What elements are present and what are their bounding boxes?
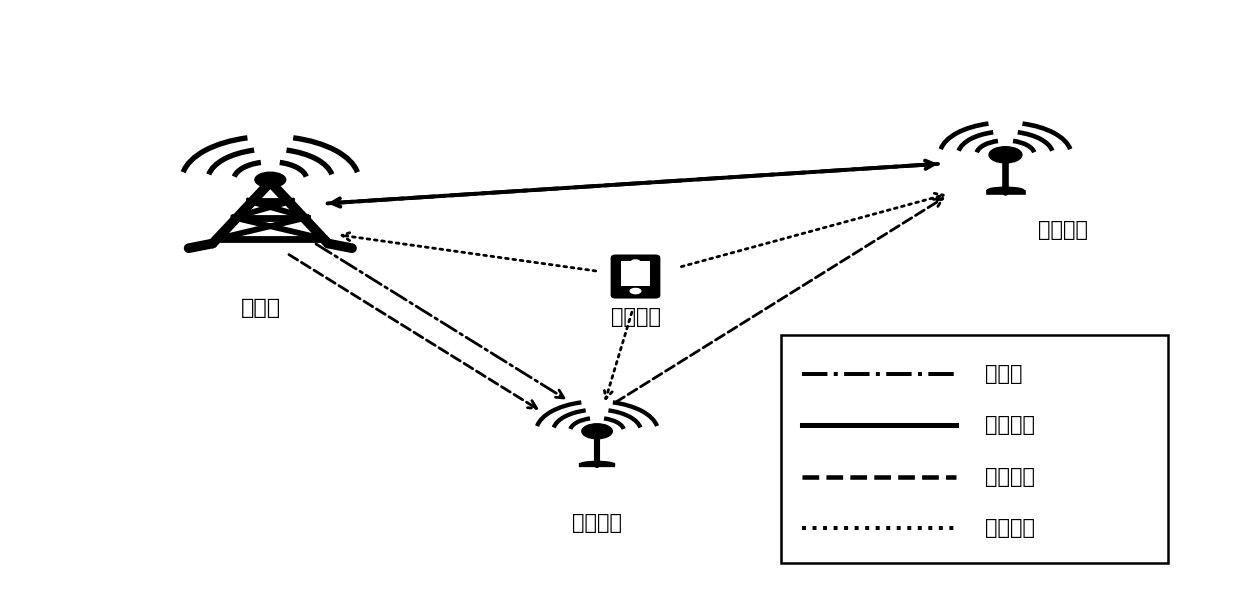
Text: 非法用户: 非法用户 — [610, 307, 661, 327]
Text: 辅助用户: 辅助用户 — [572, 512, 622, 533]
Text: 合法用户: 合法用户 — [1038, 220, 1089, 240]
Circle shape — [255, 172, 285, 188]
Circle shape — [630, 289, 641, 294]
Circle shape — [631, 260, 640, 264]
Text: 合法用户: 合法用户 — [985, 416, 1035, 435]
Text: 非法用户: 非法用户 — [985, 519, 1035, 538]
Text: 主用户: 主用户 — [241, 298, 280, 318]
Circle shape — [990, 147, 1022, 163]
Text: 主用户: 主用户 — [985, 364, 1022, 384]
Text: 辅助用户: 辅助用户 — [985, 467, 1035, 487]
Circle shape — [582, 424, 613, 439]
FancyBboxPatch shape — [613, 256, 658, 297]
FancyBboxPatch shape — [781, 335, 1168, 563]
Bar — [621, 261, 650, 286]
